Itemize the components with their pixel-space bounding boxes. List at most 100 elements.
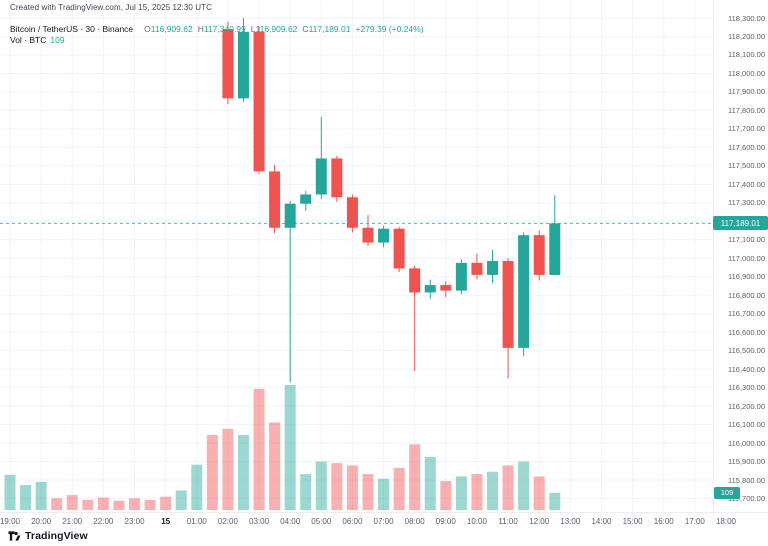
candle[interactable] — [253, 31, 265, 172]
candle[interactable] — [424, 285, 436, 293]
volume-bar[interactable] — [160, 496, 172, 510]
volume-bar[interactable] — [424, 456, 436, 510]
price-axis-label: 118,300.00 — [728, 13, 765, 23]
ohlc-low-label: L — [250, 24, 256, 34]
candle[interactable] — [331, 158, 343, 198]
time-axis-date-label: 15 — [161, 517, 171, 526]
time-axis-label: 22:00 — [93, 517, 114, 526]
volume-bar[interactable] — [175, 490, 187, 510]
ohlc-close-value: 117,189.01 — [308, 24, 351, 34]
candle[interactable] — [487, 261, 499, 275]
volume-bar[interactable] — [284, 385, 296, 510]
price-axis-label: 116,300.00 — [728, 383, 765, 393]
volume-bar[interactable] — [362, 474, 374, 510]
candle[interactable] — [346, 197, 358, 228]
volume-bar[interactable] — [35, 481, 47, 510]
volume-bar[interactable] — [393, 467, 405, 510]
candle[interactable] — [362, 227, 374, 243]
candle[interactable] — [237, 31, 249, 99]
volume-bar[interactable] — [549, 492, 561, 510]
current-price-value: 117,189.01 — [720, 218, 761, 228]
volume-bar[interactable] — [440, 481, 452, 510]
price-axis-label: 117,900.00 — [728, 87, 765, 97]
tradingview-logo-icon[interactable] — [8, 530, 21, 542]
price-axis-label: 117,700.00 — [728, 124, 765, 134]
price-axis-label: 117,000.00 — [728, 253, 765, 263]
volume-bar[interactable] — [331, 463, 343, 510]
candle[interactable] — [549, 223, 561, 275]
volume-bar[interactable] — [82, 499, 94, 510]
volume-bar[interactable] — [129, 498, 141, 510]
candle[interactable] — [533, 235, 545, 275]
time-axis-label: 04:00 — [280, 517, 301, 526]
volume-bar[interactable] — [346, 465, 358, 510]
volume-bar[interactable] — [378, 478, 390, 510]
volume-bar[interactable] — [518, 461, 530, 510]
price-axis-label: 116,000.00 — [728, 438, 765, 448]
candles[interactable] — [222, 18, 561, 383]
candle[interactable] — [471, 262, 483, 275]
candle[interactable] — [409, 268, 421, 293]
legend-volume-row: Vol · BTC 109 — [10, 35, 424, 46]
ohlc-high-value: 117,340.99 — [203, 24, 246, 34]
volume-bar[interactable] — [455, 476, 467, 510]
volume-bar[interactable] — [487, 471, 499, 510]
candle[interactable] — [315, 158, 327, 195]
legend-symbol-row: Bitcoin / TetherUS · 30 · Binance O116,90… — [10, 24, 424, 35]
ohlc-open-label: O — [144, 24, 151, 34]
symbol-description[interactable]: Bitcoin / TetherUS · 30 · Binance — [10, 24, 134, 34]
price-axis-label: 116,700.00 — [728, 309, 765, 319]
candle[interactable] — [455, 262, 467, 291]
volume-bar[interactable] — [20, 485, 32, 510]
volume-bar[interactable] — [222, 428, 234, 510]
candle[interactable] — [222, 29, 234, 99]
time-axis-label: 05:00 — [311, 517, 332, 526]
time-axis-label: 16:00 — [653, 517, 674, 526]
price-axis-label: 116,400.00 — [728, 364, 765, 374]
volume-bar[interactable] — [471, 474, 483, 510]
price-axis-label: 116,500.00 — [728, 346, 765, 356]
price-axis[interactable]: 118,300.00 118,200.00 118,100.00 118,000.00… — [713, 0, 768, 522]
price-axis-label: 118,100.00 — [728, 50, 765, 60]
volume-bar[interactable] — [315, 461, 327, 510]
volume-bar[interactable] — [113, 500, 125, 510]
price-axis-label: 115,800.00 — [728, 475, 765, 485]
candle[interactable] — [393, 228, 405, 269]
volume-bar[interactable] — [269, 422, 281, 511]
candle[interactable] — [440, 285, 452, 291]
ohlc-high-label: H — [197, 24, 204, 34]
price-axis-label: 117,600.00 — [728, 142, 765, 152]
candle[interactable] — [300, 194, 312, 204]
volume-bar[interactable] — [502, 465, 514, 510]
volume-bar[interactable] — [51, 498, 63, 510]
candle[interactable] — [502, 261, 514, 348]
candle[interactable] — [269, 171, 281, 228]
candle[interactable] — [284, 203, 296, 228]
volume-bar[interactable] — [144, 499, 156, 510]
volume-bar[interactable] — [206, 435, 218, 510]
price-axis-label: 117,300.00 — [728, 198, 765, 208]
time-axis-label: 03:00 — [249, 517, 270, 526]
footer-brand-bar: TradingView — [8, 528, 88, 544]
volume-bar[interactable] — [237, 435, 249, 510]
volume-bar[interactable] — [253, 388, 265, 510]
time-axis[interactable]: 19:00 20:00 21:00 22:00 23:00 15 01:00 02:00 03:… — [0, 512, 768, 533]
price-axis-label: 116,100.00 — [728, 420, 765, 430]
volume-bar[interactable] — [191, 464, 203, 510]
tradingview-brand-text[interactable]: TradingView — [25, 530, 88, 542]
time-axis-label: 09:00 — [435, 517, 456, 526]
candle[interactable] — [518, 235, 530, 348]
volume-bar[interactable] — [300, 474, 312, 510]
volume-bar[interactable] — [97, 497, 109, 511]
candle[interactable] — [378, 228, 390, 243]
volume-bar[interactable] — [409, 444, 421, 510]
grid-lines — [0, 0, 713, 518]
time-axis-label: 14:00 — [591, 517, 612, 526]
volume-bar[interactable] — [4, 474, 16, 510]
volume-bar[interactable] — [533, 476, 545, 510]
time-axis-label: 06:00 — [342, 517, 363, 526]
time-axis-label: 17:00 — [684, 517, 705, 526]
volume-bar[interactable] — [66, 495, 78, 510]
